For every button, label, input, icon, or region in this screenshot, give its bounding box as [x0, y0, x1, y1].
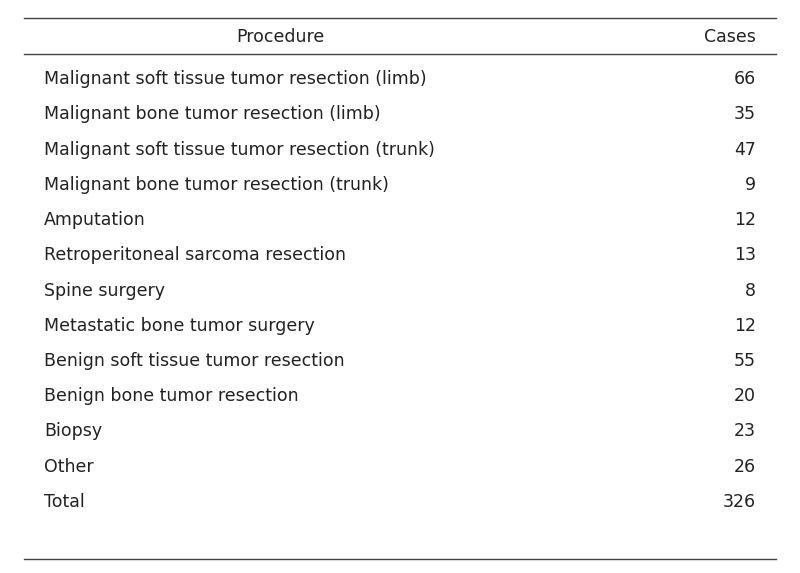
Text: 9: 9 — [745, 176, 756, 194]
Text: Malignant soft tissue tumor resection (trunk): Malignant soft tissue tumor resection (t… — [44, 140, 435, 159]
Text: Total: Total — [44, 493, 85, 511]
Text: Malignant bone tumor resection (limb): Malignant bone tumor resection (limb) — [44, 105, 381, 123]
Text: Benign bone tumor resection: Benign bone tumor resection — [44, 387, 298, 405]
Text: Malignant soft tissue tumor resection (limb): Malignant soft tissue tumor resection (l… — [44, 70, 426, 88]
Text: Biopsy: Biopsy — [44, 422, 102, 441]
Text: 23: 23 — [734, 422, 756, 441]
Text: Other: Other — [44, 458, 94, 476]
Text: 35: 35 — [734, 105, 756, 123]
Text: 20: 20 — [734, 387, 756, 405]
Text: Retroperitoneal sarcoma resection: Retroperitoneal sarcoma resection — [44, 246, 346, 264]
Text: 13: 13 — [734, 246, 756, 264]
Text: Benign soft tissue tumor resection: Benign soft tissue tumor resection — [44, 352, 345, 370]
Text: 12: 12 — [734, 211, 756, 229]
Text: 12: 12 — [734, 317, 756, 335]
Text: Malignant bone tumor resection (trunk): Malignant bone tumor resection (trunk) — [44, 176, 389, 194]
Text: 8: 8 — [745, 281, 756, 300]
Text: 26: 26 — [734, 458, 756, 476]
Text: Metastatic bone tumor surgery: Metastatic bone tumor surgery — [44, 317, 314, 335]
Text: 66: 66 — [734, 70, 756, 88]
Text: 55: 55 — [734, 352, 756, 370]
Text: Procedure: Procedure — [236, 28, 324, 46]
Text: 47: 47 — [734, 140, 756, 159]
Text: Amputation: Amputation — [44, 211, 146, 229]
Text: 326: 326 — [723, 493, 756, 511]
Text: Cases: Cases — [704, 28, 756, 46]
Text: Spine surgery: Spine surgery — [44, 281, 165, 300]
